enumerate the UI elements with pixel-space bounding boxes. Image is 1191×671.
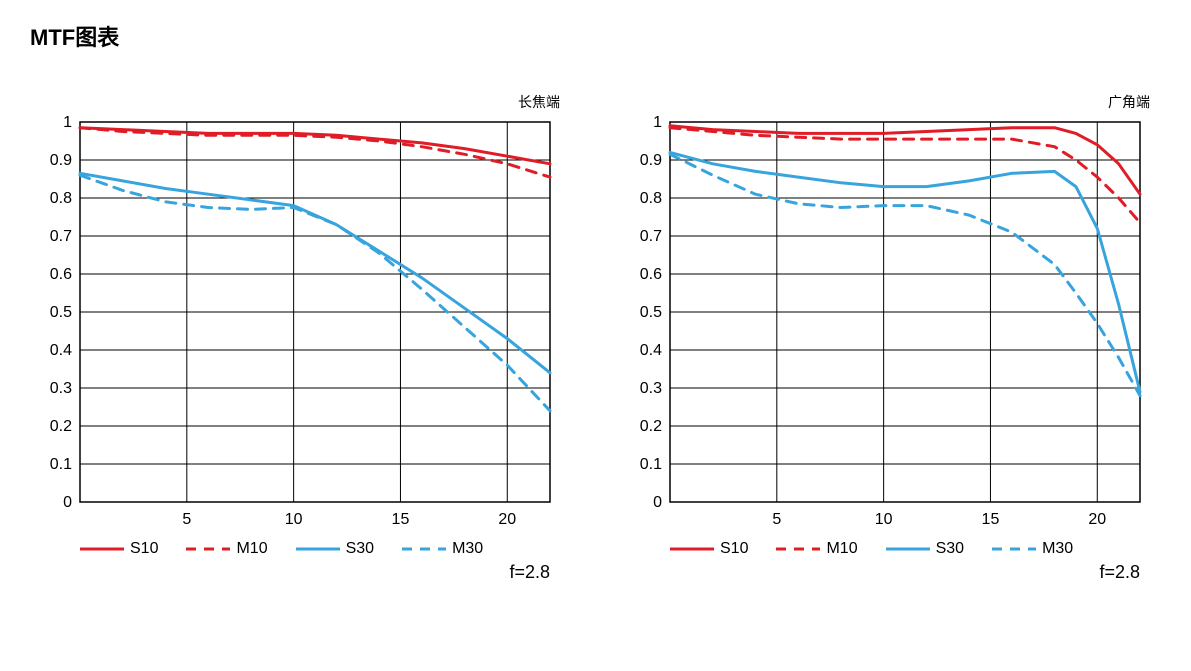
- legend-label: S30: [346, 540, 374, 558]
- chart-container: 长焦端00.10.20.30.40.50.60.70.80.915101520S…: [30, 112, 560, 583]
- legend: S10 M10 S30 M30: [80, 540, 560, 558]
- legend-swatch: [992, 542, 1036, 556]
- y-tick-label: 0.8: [50, 190, 72, 207]
- chart-container: 广角端00.10.20.30.40.50.60.70.80.915101520S…: [620, 112, 1150, 583]
- legend-swatch: [80, 542, 124, 556]
- x-tick-label: 15: [392, 511, 410, 528]
- chart-subtitle: 广角端: [1108, 92, 1150, 112]
- y-tick-label: 0.2: [50, 418, 72, 435]
- legend-label: M10: [236, 540, 267, 558]
- y-tick-label: 0.9: [640, 152, 662, 169]
- series-line: [80, 173, 550, 372]
- legend-label: S10: [720, 540, 748, 558]
- legend-item: S10: [80, 540, 158, 558]
- legend-item: M30: [992, 540, 1073, 558]
- legend-item: S30: [886, 540, 964, 558]
- page-title: MTF图表: [30, 20, 1161, 52]
- y-tick-label: 0.6: [50, 266, 72, 283]
- legend-swatch: [186, 542, 230, 556]
- legend-item: S30: [296, 540, 374, 558]
- aperture-label: f=2.8: [620, 562, 1150, 583]
- y-tick-label: 0.3: [50, 380, 72, 397]
- legend-label: M10: [826, 540, 857, 558]
- legend-swatch: [402, 542, 446, 556]
- y-tick-label: 1: [63, 114, 72, 131]
- y-tick-label: 0.7: [640, 228, 662, 245]
- legend-label: S30: [936, 540, 964, 558]
- legend-item: M10: [186, 540, 267, 558]
- legend-item: M30: [402, 540, 483, 558]
- y-tick-label: 0.6: [640, 266, 662, 283]
- x-tick-label: 10: [875, 511, 893, 528]
- y-tick-label: 0.7: [50, 228, 72, 245]
- series-line: [670, 154, 1140, 395]
- legend-label: M30: [452, 540, 483, 558]
- legend-label: M30: [1042, 540, 1073, 558]
- legend: S10 M10 S30 M30: [670, 540, 1150, 558]
- x-tick-label: 15: [982, 511, 1000, 528]
- legend-swatch: [776, 542, 820, 556]
- y-tick-label: 0: [653, 494, 662, 511]
- chart-subtitle: 长焦端: [518, 92, 560, 112]
- x-tick-label: 20: [1088, 511, 1106, 528]
- x-tick-label: 20: [498, 511, 516, 528]
- y-tick-label: 1: [653, 114, 662, 131]
- x-tick-label: 10: [285, 511, 303, 528]
- y-tick-label: 0.5: [50, 304, 72, 321]
- y-tick-label: 0.1: [640, 456, 662, 473]
- y-tick-label: 0.5: [640, 304, 662, 321]
- series-line: [670, 128, 1140, 223]
- y-tick-label: 0: [63, 494, 72, 511]
- legend-item: M10: [776, 540, 857, 558]
- charts-row: 长焦端00.10.20.30.40.50.60.70.80.915101520S…: [30, 112, 1161, 583]
- legend-swatch: [886, 542, 930, 556]
- y-tick-label: 0.4: [640, 342, 662, 359]
- y-tick-label: 0.4: [50, 342, 72, 359]
- y-tick-label: 0.3: [640, 380, 662, 397]
- chart-svg: 00.10.20.30.40.50.60.70.80.915101520: [620, 112, 1150, 532]
- y-tick-label: 0.8: [640, 190, 662, 207]
- legend-swatch: [296, 542, 340, 556]
- x-tick-label: 5: [772, 511, 781, 528]
- legend-label: S10: [130, 540, 158, 558]
- chart-svg: 00.10.20.30.40.50.60.70.80.915101520: [30, 112, 560, 532]
- series-line: [80, 175, 550, 411]
- aperture-label: f=2.8: [30, 562, 560, 583]
- x-tick-label: 5: [182, 511, 191, 528]
- y-tick-label: 0.2: [640, 418, 662, 435]
- legend-swatch: [670, 542, 714, 556]
- y-tick-label: 0.1: [50, 456, 72, 473]
- y-tick-label: 0.9: [50, 152, 72, 169]
- legend-item: S10: [670, 540, 748, 558]
